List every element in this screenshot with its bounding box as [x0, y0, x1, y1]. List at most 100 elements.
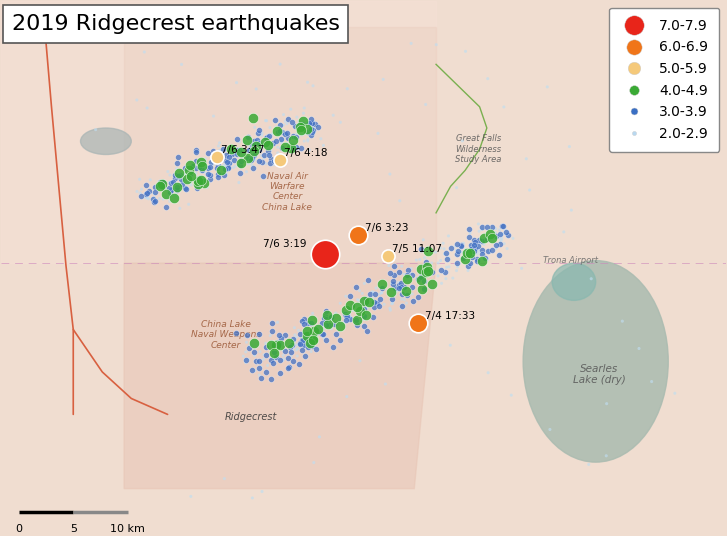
Point: [179, 184, 190, 192]
Point: [320, 307, 332, 315]
Point: [499, 240, 510, 248]
Point: [472, 250, 483, 258]
Point: [283, 339, 294, 347]
Point: [340, 292, 352, 301]
Point: [438, 250, 450, 258]
Point: [387, 280, 399, 288]
Point: [497, 221, 509, 230]
Point: [212, 170, 223, 178]
Point: [384, 170, 395, 178]
Point: [271, 341, 283, 350]
Point: [385, 288, 396, 296]
Point: [242, 154, 254, 162]
Point: [368, 303, 379, 311]
Point: [341, 311, 353, 320]
Point: [457, 255, 468, 263]
Point: [361, 299, 372, 307]
Point: [284, 363, 295, 371]
Point: [358, 304, 370, 313]
Point: [247, 140, 259, 149]
Point: [253, 137, 265, 145]
Point: [172, 185, 183, 193]
Point: [241, 331, 253, 339]
Point: [228, 156, 239, 165]
Point: [308, 335, 319, 344]
Point: [156, 179, 168, 188]
Point: [265, 353, 277, 361]
Point: [265, 341, 276, 349]
Point: [303, 118, 315, 127]
Point: [157, 195, 169, 203]
Point: [308, 117, 319, 125]
Point: [294, 123, 306, 132]
Point: [212, 156, 223, 165]
Point: [260, 133, 272, 142]
Point: [248, 348, 260, 356]
Point: [455, 241, 467, 249]
Point: [474, 239, 486, 247]
Point: [412, 292, 424, 301]
Point: [298, 340, 310, 349]
Point: [275, 355, 286, 364]
Point: [246, 494, 258, 502]
Point: [235, 147, 246, 156]
Point: [218, 162, 230, 171]
Text: Great Falls
Wilderness
Study Area: Great Falls Wilderness Study Area: [455, 135, 502, 164]
Point: [360, 311, 371, 319]
Point: [217, 150, 228, 159]
Point: [379, 379, 391, 388]
Point: [255, 151, 267, 160]
Point: [329, 319, 340, 328]
Point: [456, 248, 467, 256]
Point: [412, 319, 424, 327]
Point: [345, 314, 357, 322]
Point: [224, 147, 236, 155]
Point: [415, 244, 427, 253]
Point: [247, 113, 259, 122]
Point: [340, 315, 351, 324]
Point: [474, 240, 486, 249]
Point: [241, 135, 253, 144]
Point: [416, 272, 427, 281]
Point: [244, 141, 255, 150]
Point: [307, 125, 318, 134]
Point: [225, 145, 237, 153]
Point: [430, 40, 442, 49]
Text: 2019 Ridgecrest earthquakes: 2019 Ridgecrest earthquakes: [12, 14, 340, 34]
Point: [419, 254, 430, 262]
Point: [279, 346, 291, 355]
Point: [477, 250, 489, 258]
Point: [246, 153, 258, 162]
Point: [150, 188, 161, 197]
Point: [350, 316, 362, 325]
Point: [351, 321, 363, 329]
Point: [440, 274, 451, 283]
Point: [204, 175, 216, 183]
Point: [407, 297, 419, 306]
Point: [302, 332, 313, 340]
Point: [289, 122, 301, 130]
Point: [241, 356, 252, 364]
Point: [616, 317, 628, 325]
Point: [465, 241, 477, 249]
Point: [278, 121, 289, 129]
Point: [563, 142, 575, 151]
Point: [150, 182, 162, 191]
Point: [472, 242, 483, 250]
Point: [467, 240, 479, 248]
Point: [196, 165, 208, 173]
Point: [291, 346, 302, 354]
Point: [246, 140, 257, 149]
Point: [384, 269, 395, 278]
Point: [507, 234, 519, 243]
Point: [376, 288, 387, 297]
Point: [309, 326, 321, 335]
Point: [302, 319, 314, 327]
Point: [190, 157, 202, 166]
Point: [256, 131, 268, 140]
Point: [363, 309, 374, 317]
Point: [330, 314, 342, 323]
Polygon shape: [124, 263, 436, 489]
Point: [223, 151, 235, 160]
Point: [240, 358, 252, 367]
